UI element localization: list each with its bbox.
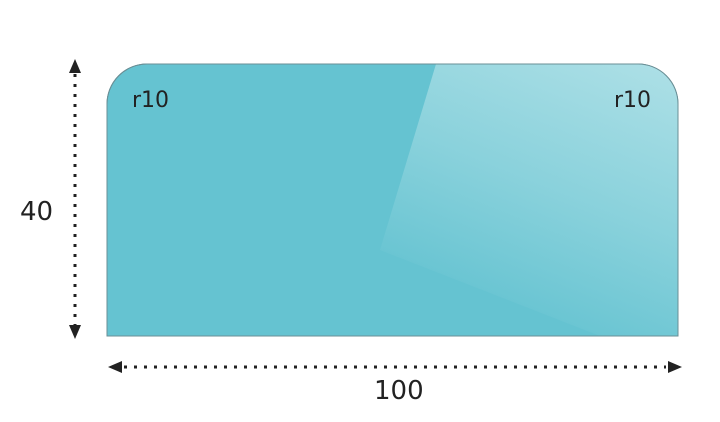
corner-radius-left-label: r10: [132, 88, 169, 113]
height-dimension-arrow: [69, 59, 81, 339]
width-label: 100: [374, 376, 424, 406]
corner-radius-right-label: r10: [614, 88, 651, 113]
height-label: 40: [20, 197, 53, 227]
glass-reflection: [380, 64, 678, 336]
width-dimension-arrow: [108, 361, 682, 373]
